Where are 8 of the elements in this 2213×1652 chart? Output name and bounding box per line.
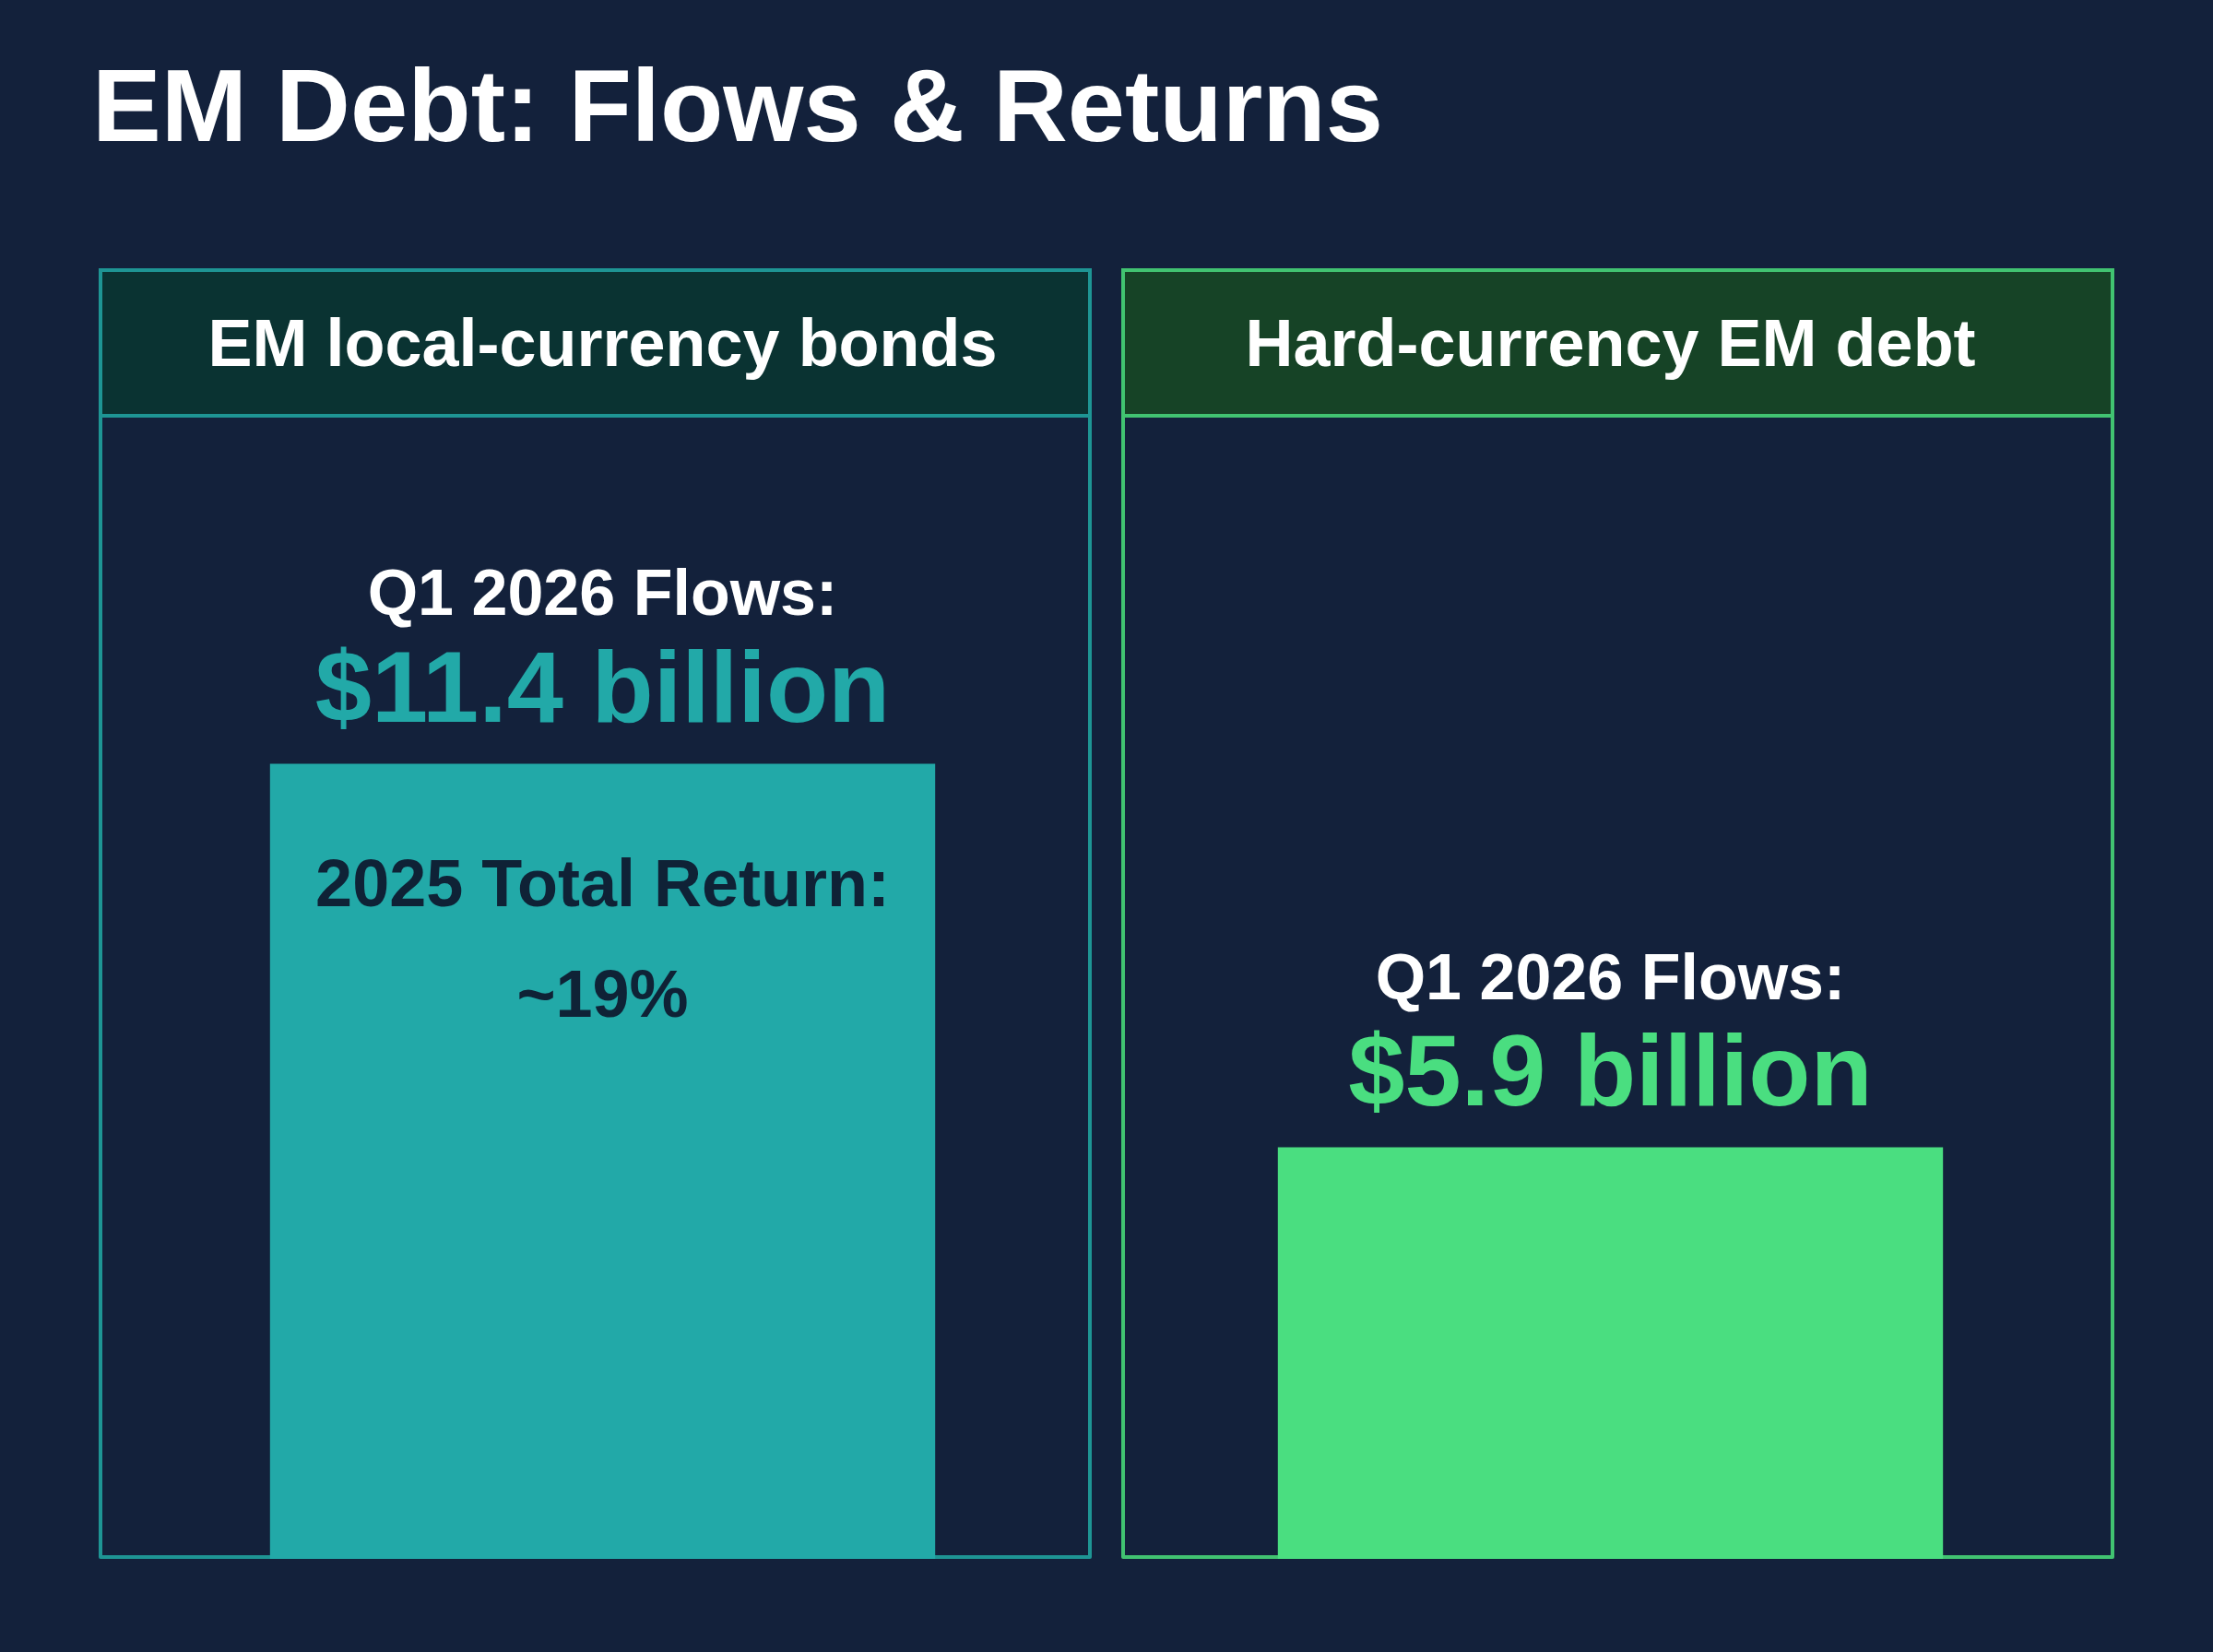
x-tick-label: Hard-currency EM debt [1245, 306, 1976, 380]
annotation: Q1 2026 Flows: [1375, 940, 1846, 1013]
data-label: $5.9 billion [1348, 1013, 1873, 1127]
chart-title: EM Debt: Flows & Returns [92, 47, 1384, 165]
x-tick-label: EM local-currency bonds [207, 306, 998, 380]
data-label: $11.4 billion [314, 629, 891, 743]
annotation: 2025 Total Return: ~19% [315, 846, 890, 1032]
annotation: Q1 2026 Flows: [367, 557, 838, 630]
